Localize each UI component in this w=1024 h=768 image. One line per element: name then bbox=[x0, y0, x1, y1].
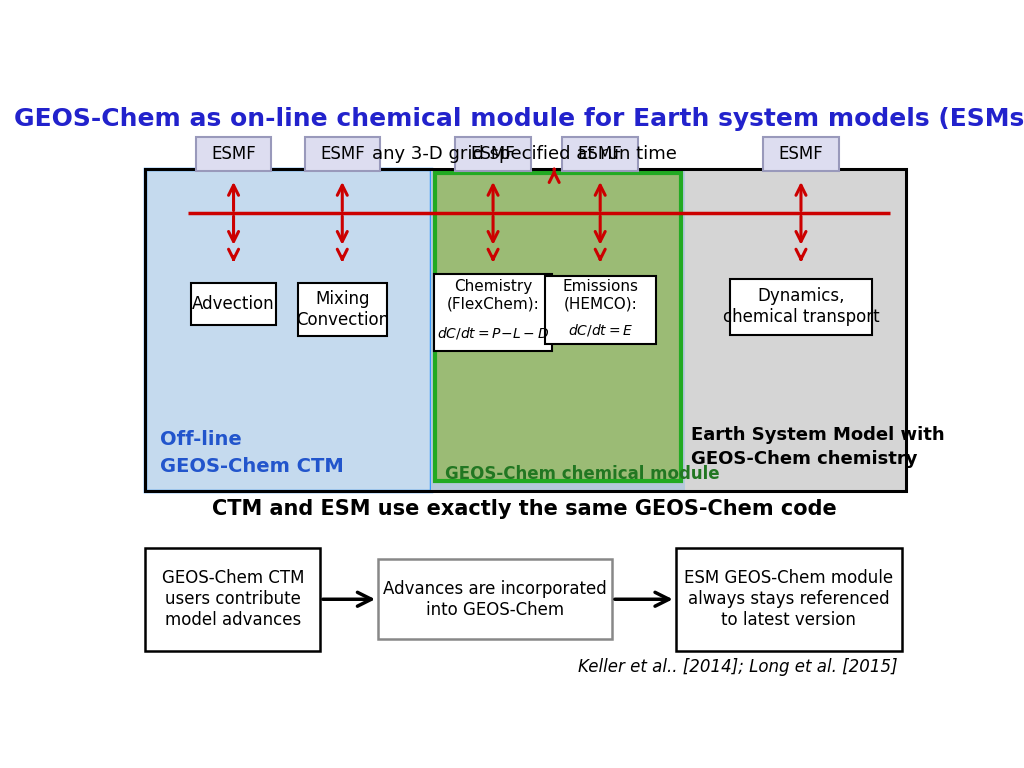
Text: $dC/dt = E$: $dC/dt = E$ bbox=[567, 323, 633, 339]
Bar bbox=[763, 137, 839, 171]
Text: ESM GEOS-Chem module
always stays referenced
to latest version: ESM GEOS-Chem module always stays refere… bbox=[684, 569, 893, 629]
Text: Chemistry
(FlexChem):: Chemistry (FlexChem): bbox=[446, 279, 540, 311]
Text: Emissions
(HEMCO):: Emissions (HEMCO): bbox=[562, 279, 638, 311]
Bar bbox=[145, 169, 431, 492]
Text: $dC/dt = P\!-\!L - D$: $dC/dt = P\!-\!L - D$ bbox=[437, 326, 549, 342]
Bar bbox=[431, 169, 685, 492]
Text: ESMF: ESMF bbox=[778, 145, 823, 164]
Text: Keller et al.. [2014]; Long et al. [2015]: Keller et al.. [2014]; Long et al. [2015… bbox=[579, 658, 898, 677]
Text: Off-line
GEOS-Chem CTM: Off-line GEOS-Chem CTM bbox=[160, 430, 343, 475]
Text: ESMF: ESMF bbox=[211, 145, 256, 164]
Text: any 3-D grid specified at run time: any 3-D grid specified at run time bbox=[373, 145, 677, 164]
Text: GEOS-Chem as on-line chemical module for Earth system models (ESMs): GEOS-Chem as on-line chemical module for… bbox=[14, 107, 1024, 131]
Text: Advances are incorporated
into GEOS-Chem: Advances are incorporated into GEOS-Chem bbox=[383, 580, 607, 619]
Text: Earth System Model with
GEOS-Chem chemistry: Earth System Model with GEOS-Chem chemis… bbox=[691, 426, 945, 468]
Bar bbox=[190, 283, 276, 325]
Bar bbox=[304, 137, 380, 171]
Bar bbox=[685, 169, 906, 492]
Bar bbox=[435, 173, 681, 481]
Text: GEOS-Chem CTM
users contribute
model advances: GEOS-Chem CTM users contribute model adv… bbox=[162, 569, 304, 629]
Bar bbox=[196, 137, 271, 171]
Text: CTM and ESM use exactly the same GEOS-Chem code: CTM and ESM use exactly the same GEOS-Ch… bbox=[212, 499, 838, 519]
Text: GEOS-Chem chemical module: GEOS-Chem chemical module bbox=[444, 465, 719, 482]
Text: Mixing
Convection: Mixing Convection bbox=[296, 290, 389, 329]
Bar bbox=[298, 283, 387, 336]
Bar bbox=[434, 274, 552, 351]
Bar bbox=[562, 137, 638, 171]
Text: ESMF: ESMF bbox=[471, 145, 515, 164]
Text: Dynamics,
chemical transport: Dynamics, chemical transport bbox=[723, 287, 880, 326]
Bar bbox=[676, 548, 902, 651]
Bar bbox=[145, 169, 905, 492]
Text: Advection: Advection bbox=[193, 295, 274, 313]
Text: ESMF: ESMF bbox=[578, 145, 623, 164]
Bar bbox=[729, 279, 872, 335]
Bar bbox=[145, 548, 321, 651]
Bar bbox=[378, 559, 612, 639]
Text: ESMF: ESMF bbox=[319, 145, 365, 164]
Bar bbox=[456, 137, 530, 171]
Bar bbox=[545, 276, 655, 344]
